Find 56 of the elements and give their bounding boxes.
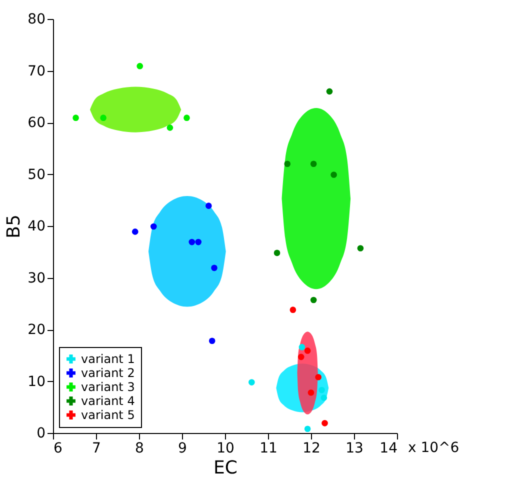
point [322, 420, 328, 426]
point [326, 88, 333, 95]
x-tick-label: 9 [178, 440, 187, 456]
point [206, 202, 212, 209]
x-tick-label: 11 [260, 440, 278, 456]
point [211, 264, 218, 272]
legend-label: variant 2 [81, 366, 135, 380]
x-tick-label: 14 [380, 440, 398, 456]
point [72, 114, 79, 121]
point [308, 389, 314, 396]
y-tick-label: 40 [28, 218, 46, 234]
x-tick-label: 7 [92, 440, 101, 456]
point [315, 374, 322, 380]
point [150, 223, 157, 230]
legend-label: variant 4 [81, 394, 135, 408]
x-tick-label: 13 [346, 440, 364, 456]
point [290, 306, 296, 313]
point [195, 238, 202, 246]
y-tick-label: 70 [28, 63, 46, 80]
point [284, 160, 291, 168]
y-tick-label: 10 [28, 374, 46, 390]
y-tick-label: 30 [28, 270, 46, 286]
x-axis-title: EC [214, 458, 238, 478]
y-tick-label: 20 [28, 322, 46, 338]
y-axis-title: B5 [4, 214, 25, 238]
x-tick-label: 12 [302, 440, 320, 456]
point [318, 386, 325, 394]
point [304, 426, 311, 432]
point [184, 114, 190, 121]
point [208, 338, 216, 344]
point [304, 348, 311, 354]
legend-label: variant 1 [81, 352, 135, 366]
point [310, 160, 317, 168]
y-tick-label: 60 [28, 115, 46, 131]
point [310, 296, 317, 304]
y-tick-label: 80 [28, 12, 46, 28]
point [330, 172, 337, 178]
point [298, 354, 304, 360]
x-tick-label: 8 [135, 440, 144, 456]
point [136, 62, 144, 70]
x-tick-label: 6 [54, 440, 62, 456]
y-tick-label: 0 [36, 426, 46, 442]
legend-label: variant 5 [81, 408, 135, 422]
legend-label: variant 3 [81, 380, 135, 394]
point [132, 228, 138, 235]
point [166, 124, 174, 131]
text: x 10^6 [408, 440, 460, 456]
y-tick-label: 50 [28, 166, 46, 183]
point [357, 245, 364, 252]
x-tick-label: 10 [216, 440, 234, 456]
point [274, 250, 280, 256]
point [100, 114, 106, 121]
point [188, 238, 196, 246]
point [320, 394, 328, 401]
point [298, 344, 306, 350]
point [248, 379, 255, 386]
